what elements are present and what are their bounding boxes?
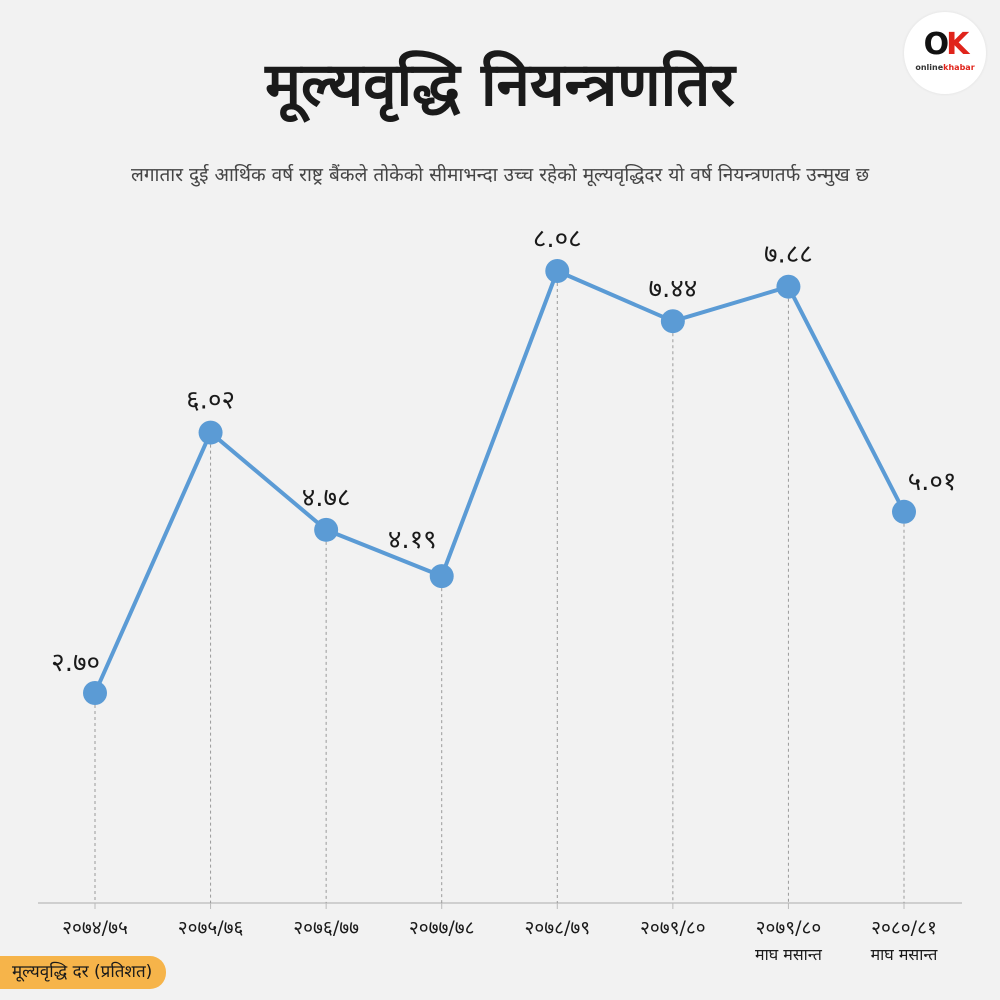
data-point (545, 259, 570, 283)
data-label: २.७० (51, 648, 100, 678)
data-point (429, 564, 454, 589)
chart-title: मूल्यवृद्धि नियन्त्रणतिर (265, 50, 735, 120)
data-point (660, 309, 685, 334)
x-tick-label: २०७९/८० (756, 917, 822, 939)
series-line (93, 269, 906, 694)
onlinekhabar-logo[interactable]: OK onlinekhabar (904, 12, 986, 94)
x-tick-label: २०७४/७५ (62, 917, 128, 939)
data-label: ७.८८ (764, 240, 813, 270)
data-point (314, 517, 339, 542)
data-point (83, 681, 107, 705)
x-tick-label: २०७५/७६ (178, 917, 244, 939)
x-tick-label: माघ मसान्त (755, 945, 823, 964)
data-label: ५.०१ (908, 467, 957, 497)
data-point (198, 420, 223, 445)
x-tick-label: २०७७/७८ (409, 917, 475, 939)
chart-subtitle: लगातार दुई आर्थिक वर्ष राष्ट्र बैंकले तो… (130, 164, 870, 186)
y-axis-label: मूल्यवृद्धि दर (प्रतिशत) (0, 956, 167, 989)
x-tick-label: २०७८/७९ (524, 917, 590, 939)
logo-mark: OK (923, 27, 970, 62)
x-tick-label: माघ मसान्त (871, 945, 939, 964)
data-label: ४.७८ (302, 483, 351, 513)
x-tick-label: २०७६/७७ (293, 917, 359, 939)
data-label: ४.१९ (388, 525, 437, 555)
data-point (776, 274, 801, 299)
data-label: ६.०२ (186, 386, 235, 416)
logo-wordmark: onlinekhabar (915, 63, 975, 72)
x-tick-label: २०८०/८१ (871, 917, 937, 939)
data-label: ७.४४ (648, 274, 697, 304)
data-label: ८.०८ (533, 224, 582, 254)
data-point (892, 499, 916, 524)
x-tick-label: २०७९/८० (640, 917, 706, 939)
